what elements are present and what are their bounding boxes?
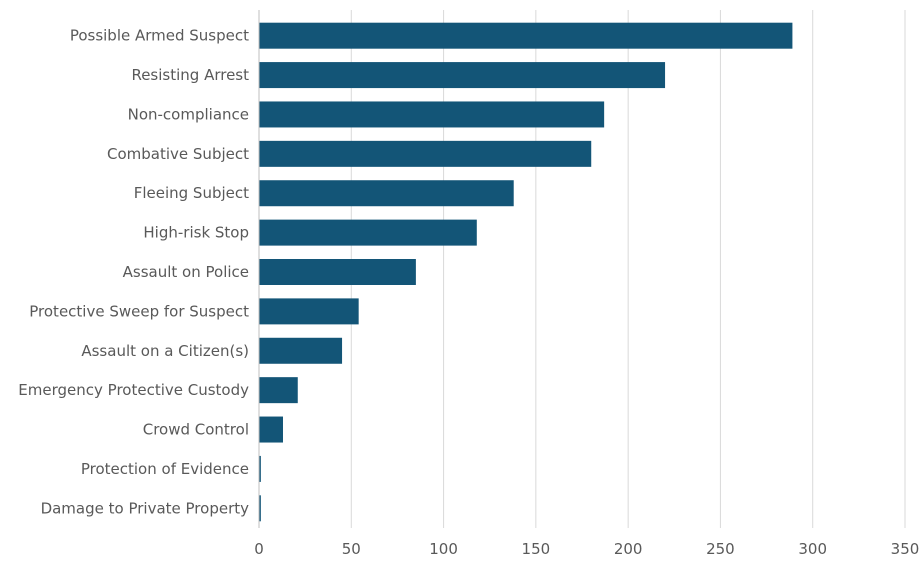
x-tick-label: 50: [342, 540, 361, 558]
category-labels: Possible Armed Suspect Resisting Arrest No…: [18, 27, 249, 518]
category-label: High-risk Stop: [143, 224, 249, 242]
x-tick-label: 200: [614, 540, 643, 558]
bar: [259, 337, 343, 364]
bar: [259, 377, 298, 404]
x-tick-label: 150: [522, 540, 551, 558]
category-label: Fleeing Subject: [134, 184, 249, 202]
category-label: Protection of Evidence: [81, 460, 249, 478]
category-label: Damage to Private Property: [41, 499, 250, 517]
category-label: Protective Sweep for Suspect: [29, 302, 249, 320]
x-tick-label: 350: [891, 540, 920, 558]
category-label: Emergency Protective Custody: [18, 381, 249, 399]
category-label: Combative Subject: [107, 145, 249, 163]
bar: [259, 495, 261, 522]
bar: [259, 219, 477, 246]
bar: [259, 101, 605, 128]
bar: [259, 259, 416, 285]
x-tick-labels: 0 50 100 150 200 250 300 350: [254, 540, 919, 558]
bars: [259, 22, 793, 522]
bar: [259, 416, 283, 443]
bar: [259, 298, 359, 325]
bar: [259, 455, 261, 482]
bar: [259, 180, 514, 207]
x-tick-label: 100: [429, 540, 458, 558]
bar: [259, 62, 666, 89]
gridlines: [350, 10, 906, 528]
category-label: Assault on a Citizen(s): [81, 342, 249, 360]
x-tick-label: 300: [798, 540, 827, 558]
bar: [259, 140, 592, 167]
x-tick-label: 250: [706, 540, 735, 558]
category-label: Resisting Arrest: [131, 66, 249, 84]
category-label: Crowd Control: [143, 421, 249, 439]
x-tick-label: 0: [254, 540, 264, 558]
category-label: Non-compliance: [128, 105, 249, 123]
category-label: Assault on Police: [123, 263, 249, 281]
bar: [259, 22, 793, 49]
category-label: Possible Armed Suspect: [70, 27, 249, 45]
